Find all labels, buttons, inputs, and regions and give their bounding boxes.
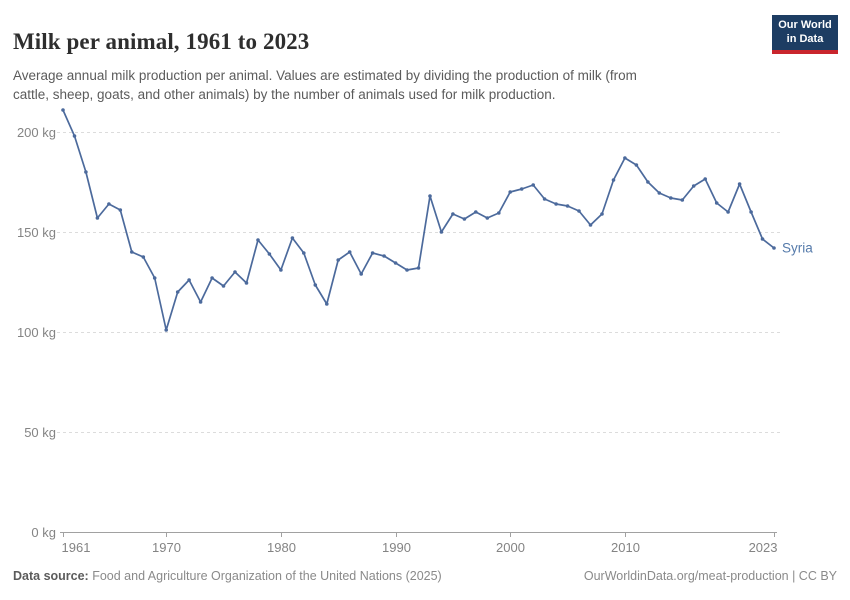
data-point (118, 208, 123, 212)
data-point (336, 258, 341, 262)
data-point (61, 108, 65, 112)
data-point (714, 201, 719, 205)
data-source-text: Food and Agriculture Organization of the… (88, 569, 442, 583)
data-point (462, 217, 467, 221)
y-tick-label: 200 kg (17, 125, 56, 140)
data-point (405, 268, 409, 272)
data-point (451, 212, 455, 216)
x-tick-label: 1980 (267, 540, 296, 555)
owid-logo[interactable]: Our World in Data (772, 15, 838, 54)
y-tick-label: 50 kg (24, 425, 56, 440)
data-point (313, 283, 318, 287)
x-tick-label: 1990 (382, 540, 411, 555)
data-point (508, 190, 512, 194)
owid-logo-line2: in Data (786, 32, 824, 45)
owid-logo-line1: Our World (778, 19, 832, 31)
data-point (347, 250, 352, 254)
data-point (623, 156, 627, 160)
data-point (359, 272, 364, 276)
data-point (554, 202, 558, 206)
data-source-label: Data source: (13, 569, 89, 583)
x-tick-label: 2010 (611, 540, 640, 555)
data-point (95, 216, 100, 220)
data-point (175, 290, 180, 294)
data-point (485, 216, 490, 220)
data-point (565, 204, 570, 208)
data-point (474, 210, 478, 214)
data-point (657, 191, 662, 195)
data-point (416, 266, 421, 270)
data-point (325, 302, 329, 306)
data-point (370, 251, 375, 255)
data-point (439, 230, 444, 234)
y-tick-label: 100 kg (17, 325, 56, 340)
chart-subtitle: Average annual milk production per anima… (13, 66, 733, 105)
data-point (611, 178, 616, 182)
credit-link[interactable]: OurWorldinData.org/meat-production | CC … (583, 569, 837, 583)
x-axis-ticks (63, 532, 775, 537)
data-point (233, 270, 237, 274)
data-point (187, 278, 191, 282)
data-point (141, 255, 146, 259)
x-tick-label: 2000 (496, 540, 525, 555)
data-point (198, 300, 203, 304)
data-source-note: Data source: Food and Agriculture Organi… (13, 569, 442, 583)
data-point (726, 210, 730, 214)
chart-title: Milk per animal, 1961 to 2023 (13, 29, 310, 55)
data-point (244, 281, 249, 285)
gridlines (57, 132, 780, 533)
data-point (210, 276, 214, 280)
data-points[interactable] (61, 108, 776, 332)
x-axis-labels: 1961 1970 1980 1990 2000 2010 2023 (62, 540, 778, 555)
data-point (279, 268, 283, 272)
data-point (256, 238, 260, 242)
data-point (290, 236, 295, 240)
data-point (428, 194, 432, 198)
data-point (497, 211, 501, 215)
data-point (577, 209, 581, 213)
data-point (107, 202, 111, 206)
data-point (588, 223, 593, 227)
data-point (382, 254, 386, 258)
x-tick-label: 2023 (749, 540, 778, 555)
x-tick-label: 1961 (62, 540, 91, 555)
data-point (221, 284, 226, 288)
data-point (152, 276, 157, 280)
y-tick-label: 150 kg (17, 225, 56, 240)
data-line-syria[interactable] (62, 109, 775, 331)
data-point (646, 180, 650, 184)
data-point (749, 210, 753, 214)
data-point (393, 261, 398, 265)
data-point (691, 184, 696, 188)
data-point (531, 183, 535, 187)
data-point (519, 187, 524, 191)
data-point (542, 197, 547, 201)
data-point (669, 196, 673, 200)
data-point (164, 328, 168, 332)
entity-label-syria[interactable]: Syria (782, 241, 813, 256)
data-point (267, 252, 272, 256)
data-point (130, 250, 134, 254)
subtitle-line-1: Average annual milk production per anima… (13, 67, 637, 83)
data-point (634, 163, 639, 167)
data-point (72, 134, 77, 138)
data-point (600, 212, 604, 216)
data-point (680, 198, 685, 202)
data-point (703, 177, 707, 181)
data-point (772, 246, 776, 250)
data-point (760, 237, 765, 241)
x-tick-label: 1970 (152, 540, 181, 555)
data-point (302, 251, 306, 255)
y-axis-labels: 0 kg 50 kg 100 kg 150 kg 200 kg (17, 125, 56, 540)
data-point (84, 170, 88, 174)
subtitle-line-2: cattle, sheep, goats, and other animals)… (13, 87, 556, 103)
data-point (737, 182, 742, 186)
y-tick-label: 0 kg (31, 525, 56, 540)
